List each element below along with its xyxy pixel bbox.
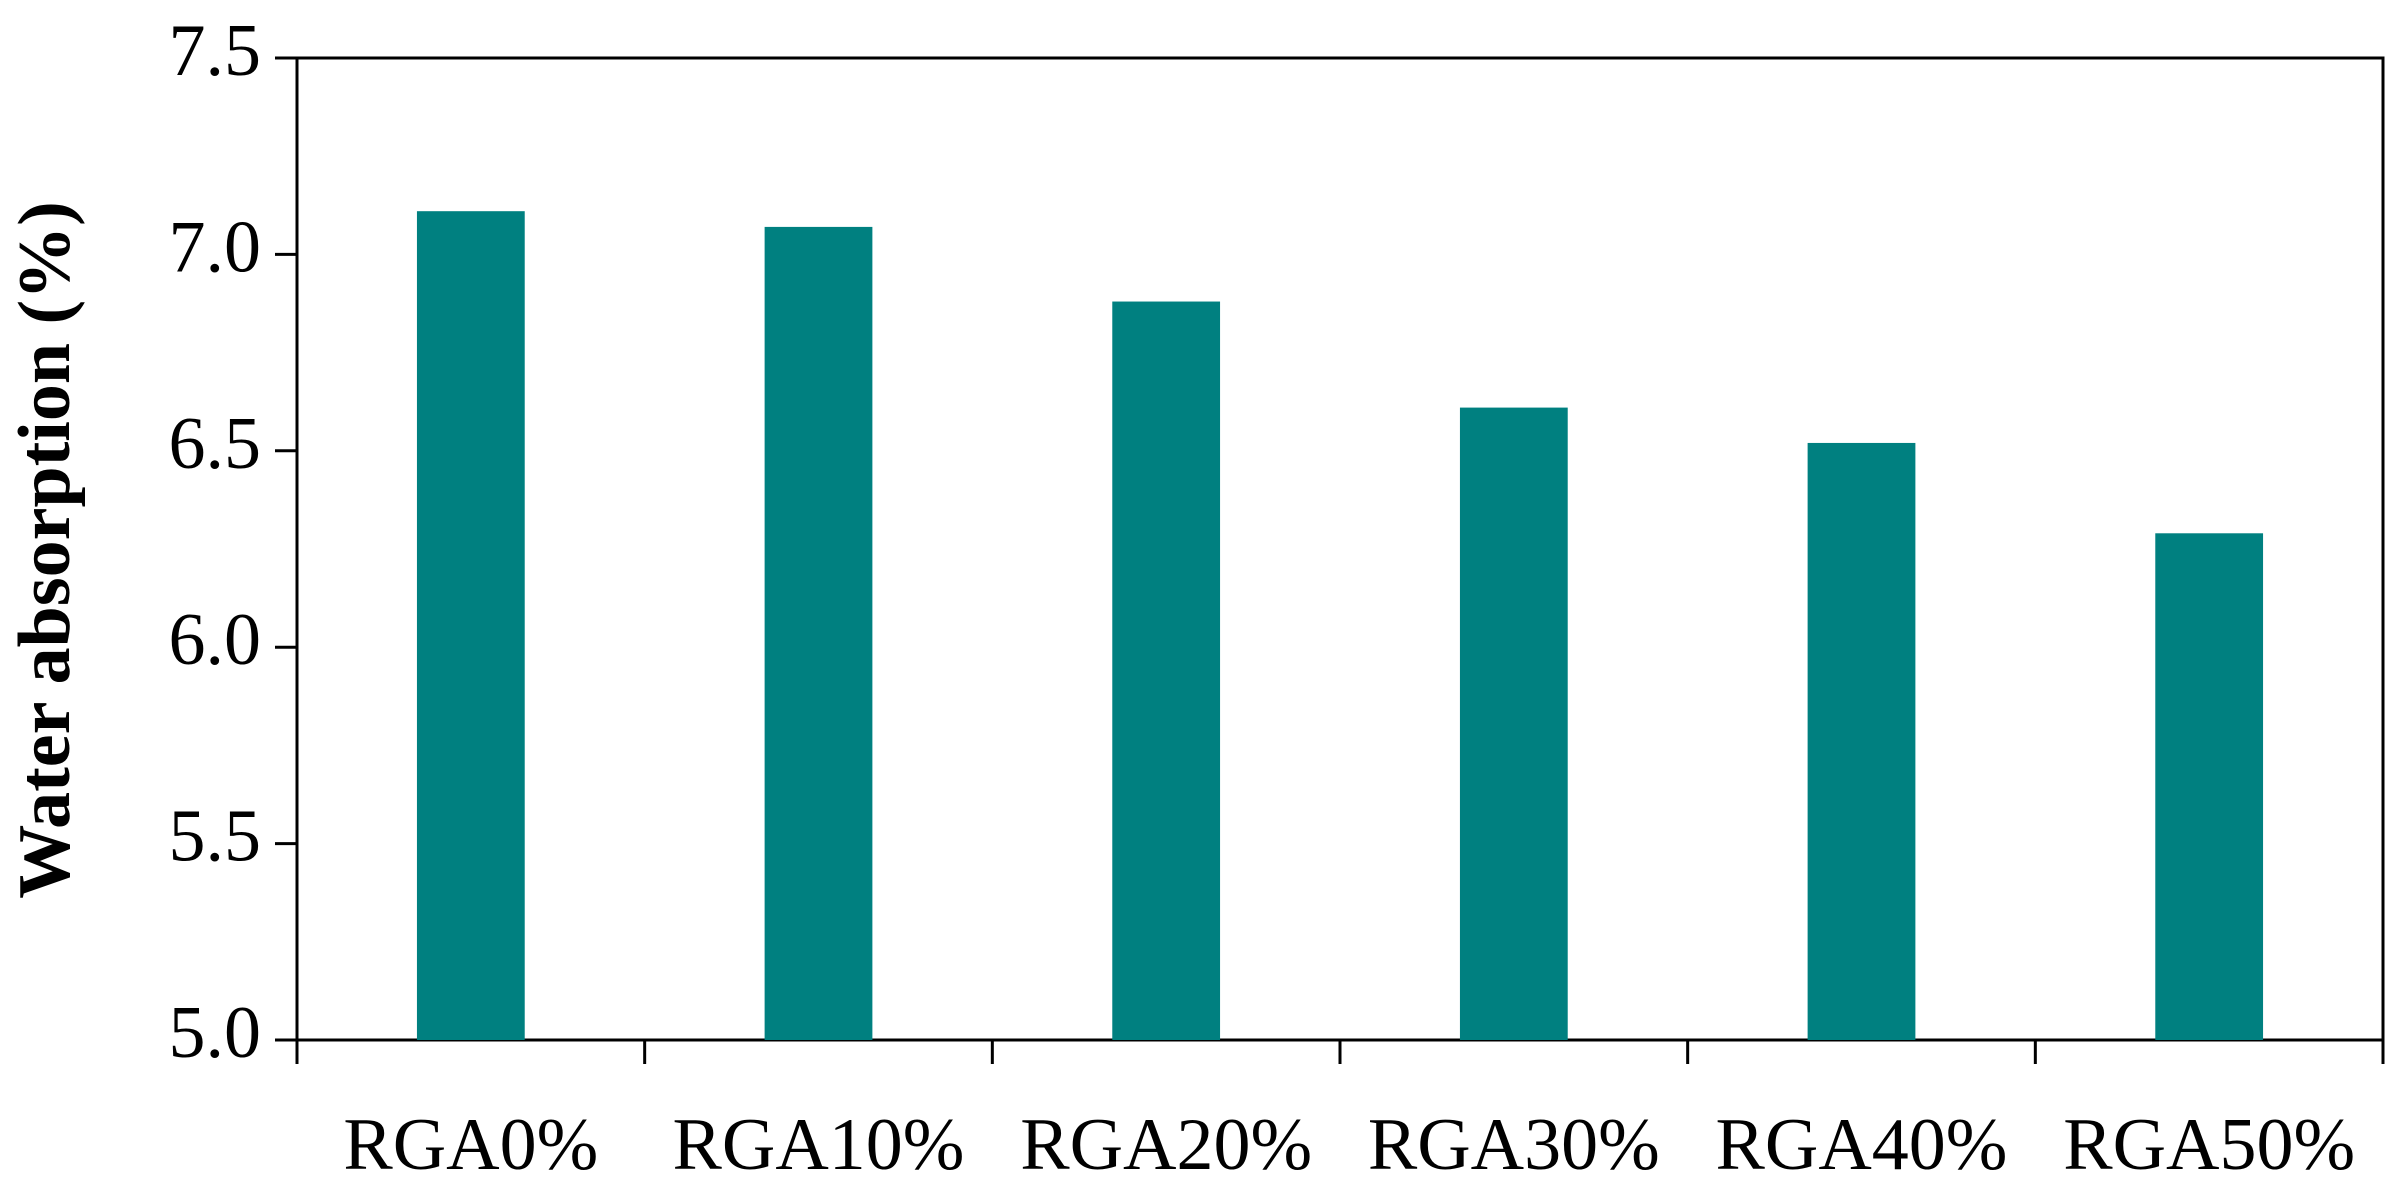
y-tick-label: 6.5 bbox=[169, 403, 262, 485]
bar bbox=[1807, 442, 1916, 1041]
x-tick-label: RGA50% bbox=[2063, 1104, 2355, 1186]
x-tick-label: RGA0% bbox=[343, 1104, 598, 1186]
plot-frame bbox=[295, 56, 2385, 1042]
y-axis-title: Water absorption (%) bbox=[4, 201, 86, 899]
x-tick-label: RGA40% bbox=[1716, 1104, 2008, 1186]
bar bbox=[1112, 301, 1221, 1040]
bar bbox=[764, 226, 873, 1041]
bar bbox=[2155, 533, 2264, 1040]
x-tick-label: RGA10% bbox=[673, 1104, 965, 1186]
x-tick-label: RGA30% bbox=[1368, 1104, 1660, 1186]
y-tick-label: 7.0 bbox=[169, 206, 262, 288]
y-tick-label: 6.0 bbox=[169, 599, 262, 681]
bar bbox=[416, 211, 525, 1040]
x-tick-label: RGA20% bbox=[1020, 1104, 1312, 1186]
y-tick-label: 5.5 bbox=[169, 796, 262, 878]
y-tick-label: 7.5 bbox=[169, 10, 262, 92]
bar bbox=[1459, 407, 1568, 1040]
y-tick-label: 5.0 bbox=[169, 992, 262, 1074]
